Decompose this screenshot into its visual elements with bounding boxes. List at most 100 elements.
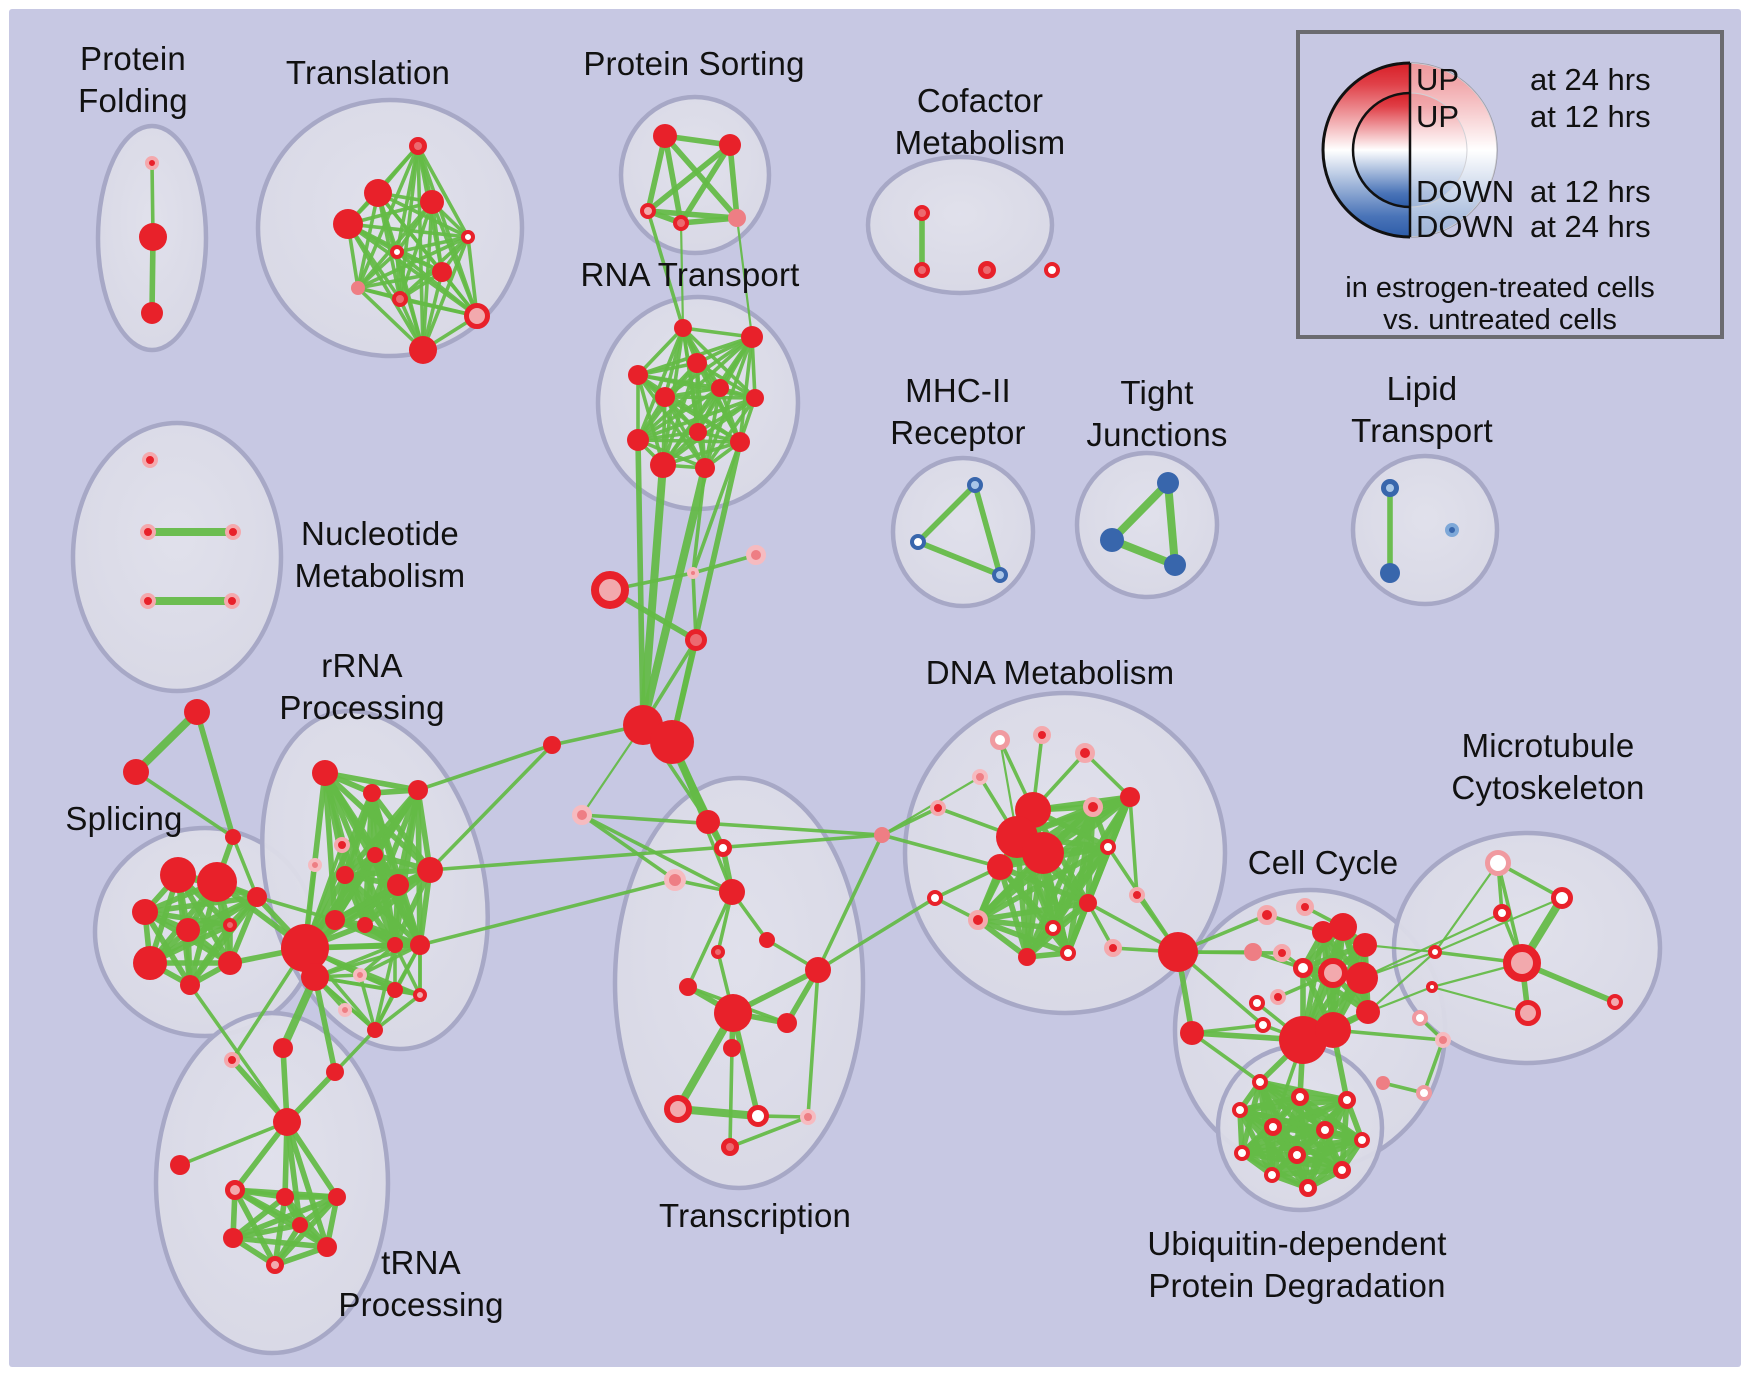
network-edge xyxy=(430,200,479,318)
network-edge xyxy=(915,482,978,545)
network-edge xyxy=(915,539,1003,578)
network-edge xyxy=(421,235,470,352)
network-edge xyxy=(356,144,420,290)
network-edge xyxy=(178,1120,289,1167)
cluster-label-dna-metabolism: DNA Metabolism xyxy=(926,654,1175,691)
node-tl10 xyxy=(464,303,490,329)
network-edge xyxy=(975,917,1056,931)
node-tj3 xyxy=(1164,554,1186,576)
network-edge xyxy=(358,973,377,1032)
node-sp5 xyxy=(223,918,237,932)
network-edge xyxy=(806,968,820,1119)
node-tr3 xyxy=(328,1188,346,1206)
node-sp6 xyxy=(133,946,167,980)
network-edge xyxy=(398,297,479,318)
network-edge xyxy=(255,895,337,922)
node-pf2 xyxy=(139,223,167,251)
node-cf4 xyxy=(1044,262,1060,278)
node-cf2 xyxy=(914,262,930,278)
node-cc9 xyxy=(1318,958,1348,988)
cluster-label-rrna-processing: rRNA xyxy=(321,647,402,684)
legend-time-label: at 24 hrs xyxy=(1530,209,1651,244)
node-ub2 xyxy=(1291,1088,1309,1106)
legend-outer-arc xyxy=(1321,61,1411,239)
node-sp7 xyxy=(180,975,200,995)
node-rr13 xyxy=(410,935,430,955)
node-ccb1 xyxy=(1158,932,1198,972)
node-br4 xyxy=(685,629,707,651)
network-edge xyxy=(373,993,422,1032)
network-edge xyxy=(645,142,733,214)
node-dn4 xyxy=(972,769,988,785)
network-edge xyxy=(636,326,685,377)
cluster-label-tight-junctions: Tight xyxy=(1120,374,1193,411)
node-ps5 xyxy=(728,209,746,227)
node-tc11 xyxy=(723,1039,741,1057)
node-tc7 xyxy=(679,978,697,996)
node-dn1 xyxy=(990,730,1010,750)
network-edge xyxy=(728,1115,810,1149)
node-cc2 xyxy=(1296,898,1314,916)
network-edge xyxy=(975,917,1030,960)
node-tr4 xyxy=(223,1228,243,1248)
node-ps1 xyxy=(653,124,677,148)
node-cc16 xyxy=(1356,1000,1380,1024)
node-dn3 xyxy=(1075,743,1095,763)
node-tl5 xyxy=(461,230,475,244)
node-rr11 xyxy=(357,917,373,933)
network-edge xyxy=(735,216,754,339)
node-br1 xyxy=(687,567,699,579)
node-dn20 xyxy=(1104,939,1122,957)
network-edge xyxy=(679,221,685,330)
node-cf3 xyxy=(978,261,996,279)
node-tl1 xyxy=(409,137,427,155)
node-rr8 xyxy=(387,874,409,896)
network-edge xyxy=(416,743,554,792)
node-cc7 xyxy=(1273,944,1291,962)
node-lp1 xyxy=(1381,479,1399,497)
network-edge xyxy=(1108,479,1172,544)
node-layer xyxy=(123,124,1623,1274)
node-rr4 xyxy=(334,837,350,853)
node-tru3 xyxy=(326,1063,344,1081)
node-tc10 xyxy=(777,1013,797,1033)
node-tl11 xyxy=(409,336,437,364)
network-edge xyxy=(636,396,757,442)
node-cc12 xyxy=(1270,989,1286,1005)
network-edge xyxy=(187,894,260,988)
node-mt3 xyxy=(1493,904,1511,922)
node-sp3 xyxy=(132,899,158,925)
cluster-label-trna-processing: tRNA xyxy=(381,1244,461,1281)
network-edge xyxy=(231,835,259,899)
network-edge xyxy=(362,852,378,928)
node-tc14 xyxy=(800,1109,816,1125)
node-rr17 xyxy=(338,1003,352,1017)
node-rr10 xyxy=(325,910,345,930)
cluster-label-protein-folding: Protein xyxy=(80,40,186,77)
cluster-label-tight-junctions: Junctions xyxy=(1086,416,1227,453)
network-edge xyxy=(686,890,734,989)
network-edge xyxy=(356,286,425,352)
legend-inner-arc xyxy=(1351,91,1411,209)
node-mt6 xyxy=(1515,1000,1541,1026)
node-rt8 xyxy=(689,423,707,441)
node-ub7 xyxy=(1354,1132,1370,1148)
network-edge xyxy=(681,326,754,339)
node-ccb2 xyxy=(1180,1021,1204,1045)
cluster-label-mhc-ii: Receptor xyxy=(890,414,1026,451)
node-rt7 xyxy=(746,389,764,407)
node-rr2 xyxy=(363,784,381,802)
node-mtb2 xyxy=(1426,981,1438,993)
network-edge xyxy=(230,1235,330,1250)
network-edge xyxy=(997,864,1091,906)
network-edge xyxy=(662,133,740,221)
node-rt1 xyxy=(674,319,692,337)
cluster-label-microtubule: Microtubule xyxy=(1462,727,1635,764)
network-edge xyxy=(232,1119,290,1193)
node-ub6 xyxy=(1316,1121,1334,1139)
network-edge xyxy=(703,335,754,470)
node-rr9 xyxy=(417,857,443,883)
cluster-label-protein-folding: Folding xyxy=(78,82,188,119)
cluster-cofactor-ellipse xyxy=(865,154,1055,296)
network-edge xyxy=(636,373,707,470)
